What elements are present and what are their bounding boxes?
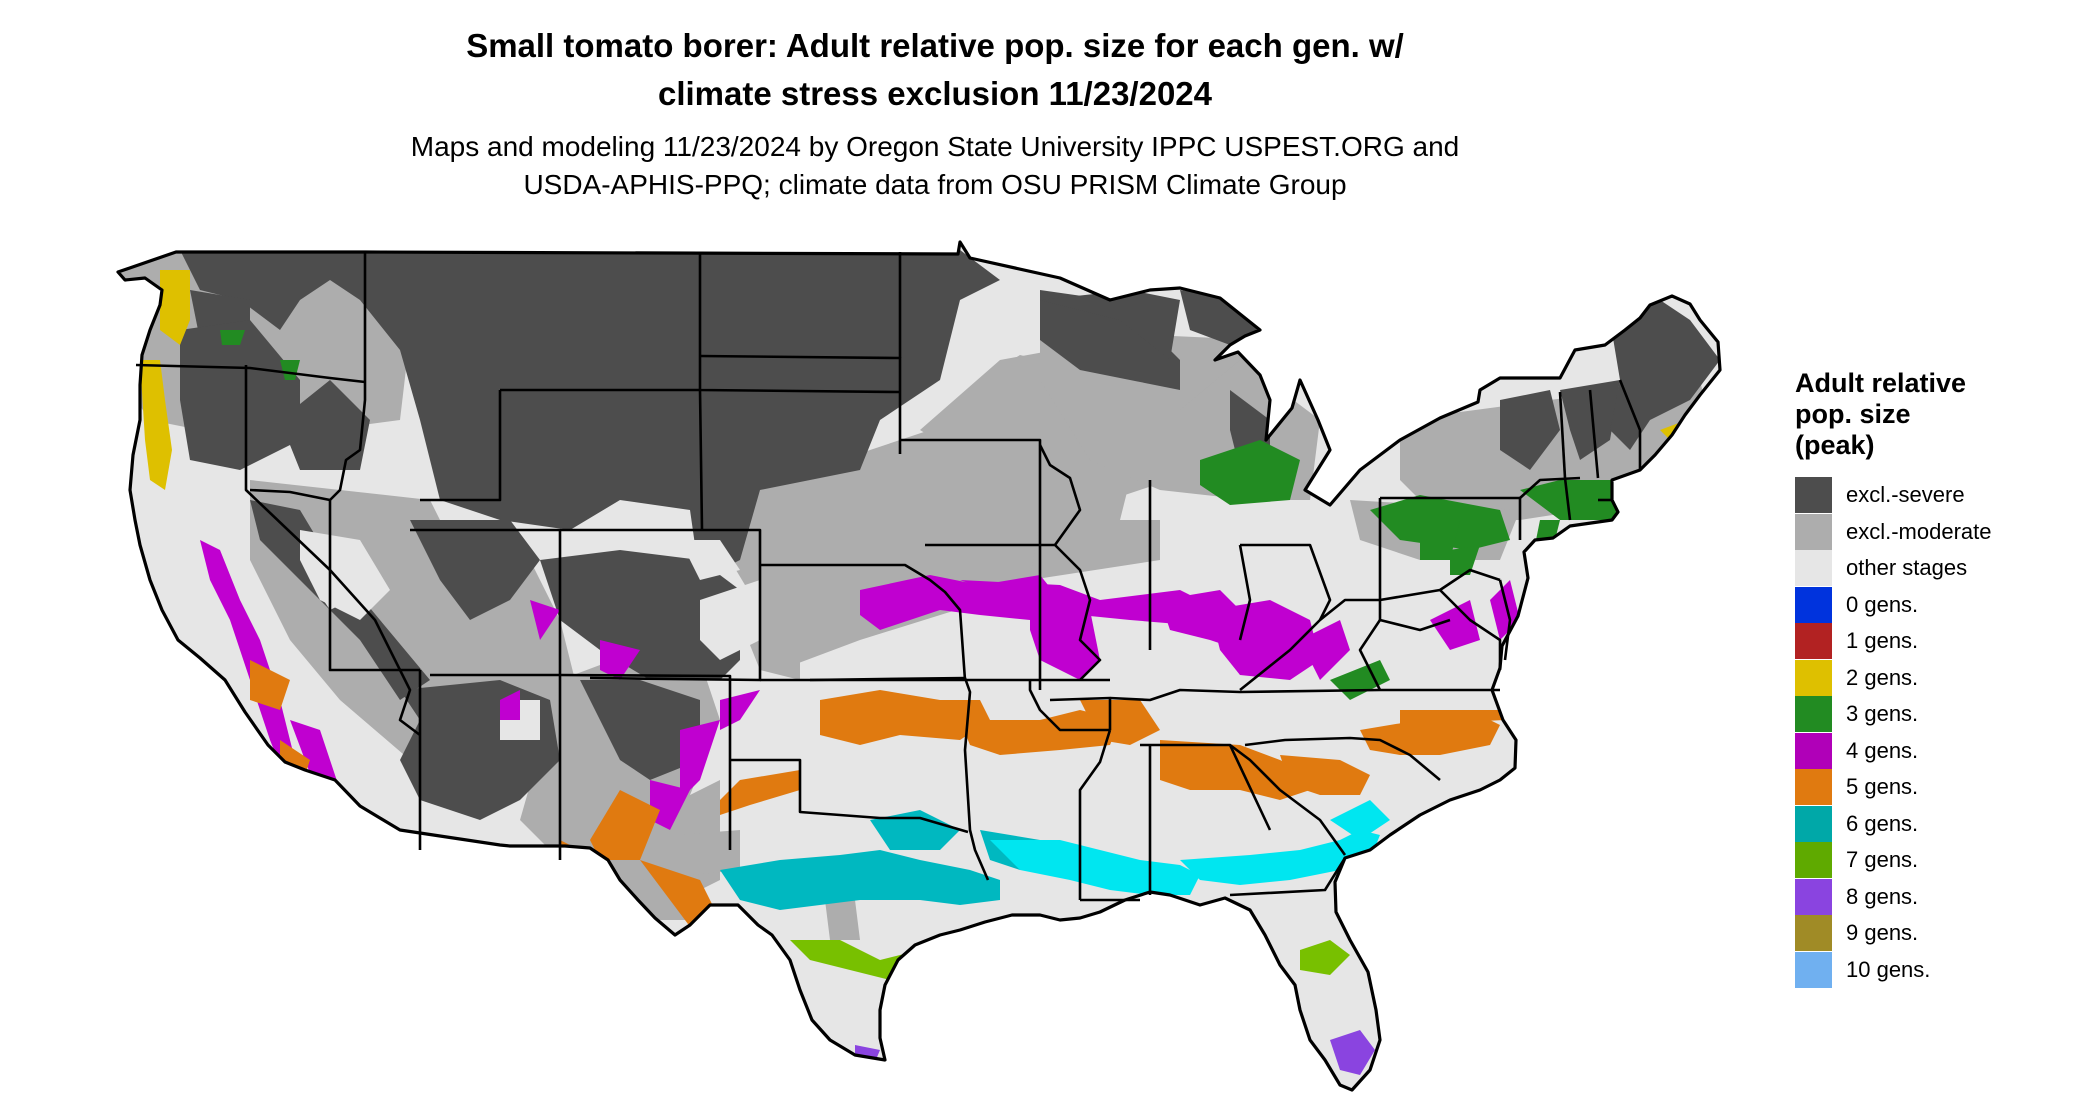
title-line-1: Small tomato borer: Adult relative pop. …: [466, 27, 1404, 64]
legend: Adult relative pop. size (peak) excl.-se…: [1795, 368, 1992, 988]
legend-label: 2 gens.: [1846, 664, 1919, 690]
legend-label: 4 gens.: [1846, 737, 1919, 763]
legend-label: 5 gens.: [1846, 774, 1919, 800]
legend-swatch: [1795, 659, 1832, 696]
legend-item: 10 gens.: [1795, 951, 1992, 989]
legend-label: 10 gens.: [1846, 956, 1931, 982]
legend-item: excl.-severe: [1795, 477, 1992, 514]
legend-swatch: [1795, 915, 1832, 952]
legend-swatch: [1795, 805, 1832, 842]
legend-title-line-3: (peak): [1795, 430, 1875, 460]
legend-item: other stages: [1795, 550, 1992, 587]
legend-swatch: [1795, 732, 1832, 769]
legend-item: 7 gens.: [1795, 842, 1992, 879]
legend-label: 0 gens.: [1846, 591, 1919, 617]
legend-item: 3 gens.: [1795, 696, 1992, 733]
legend-item: 0 gens.: [1795, 586, 1992, 624]
legend-label: 3 gens.: [1846, 701, 1919, 727]
gen-8-zones: [855, 1030, 1375, 1075]
legend-swatch: [1795, 513, 1832, 550]
subtitle-line-2: USDA-APHIS-PPQ; climate data from OSU PR…: [523, 169, 1347, 200]
legend-swatch: [1795, 842, 1832, 879]
legend-item: 2 gens.: [1795, 659, 1992, 697]
gen-5-zones: [250, 660, 1505, 940]
legend-items: excl.-severe excl.-moderate other stages 0 …: [1795, 477, 1992, 988]
legend-label: excl.-severe: [1846, 482, 1965, 508]
legend-swatch: [1795, 696, 1832, 733]
map-subtitle: Maps and modeling 11/23/2024 by Oregon S…: [0, 128, 1870, 204]
legend-title-line-2: pop. size: [1795, 399, 1911, 429]
legend-swatch: [1795, 586, 1832, 623]
legend-title-line-1: Adult relative: [1795, 368, 1967, 398]
legend-item: 8 gens.: [1795, 878, 1992, 916]
legend-item: 5 gens.: [1795, 769, 1992, 806]
legend-item: 6 gens.: [1795, 805, 1992, 843]
legend-label: 9 gens.: [1846, 920, 1919, 946]
legend-label: 8 gens.: [1846, 883, 1919, 909]
subtitle-line-1: Maps and modeling 11/23/2024 by Oregon S…: [410, 131, 1460, 162]
legend-item: 4 gens.: [1795, 732, 1992, 770]
legend-title: Adult relative pop. size (peak): [1795, 368, 1992, 461]
legend-item: 1 gens.: [1795, 623, 1992, 660]
legend-label: excl.-moderate: [1846, 518, 1992, 544]
legend-label: 6 gens.: [1846, 810, 1919, 836]
legend-swatch: [1795, 477, 1832, 514]
legend-label: 1 gens.: [1846, 628, 1919, 654]
legend-item: 9 gens.: [1795, 915, 1992, 952]
map-title: Small tomato borer: Adult relative pop. …: [0, 22, 1870, 118]
legend-swatch: [1795, 623, 1832, 660]
legend-swatch: [1795, 769, 1832, 806]
legend-swatch: [1795, 878, 1832, 915]
legend-swatch: [1795, 550, 1832, 587]
state-boundaries: [135, 252, 1642, 902]
legend-label: 7 gens.: [1846, 847, 1919, 873]
legend-swatch: [1795, 951, 1832, 988]
title-line-2: climate stress exclusion 11/23/2024: [657, 75, 1213, 112]
legend-label: other stages: [1846, 555, 1968, 581]
gen-6-bright-zones: [990, 800, 1390, 895]
legend-item: excl.-moderate: [1795, 513, 1992, 551]
